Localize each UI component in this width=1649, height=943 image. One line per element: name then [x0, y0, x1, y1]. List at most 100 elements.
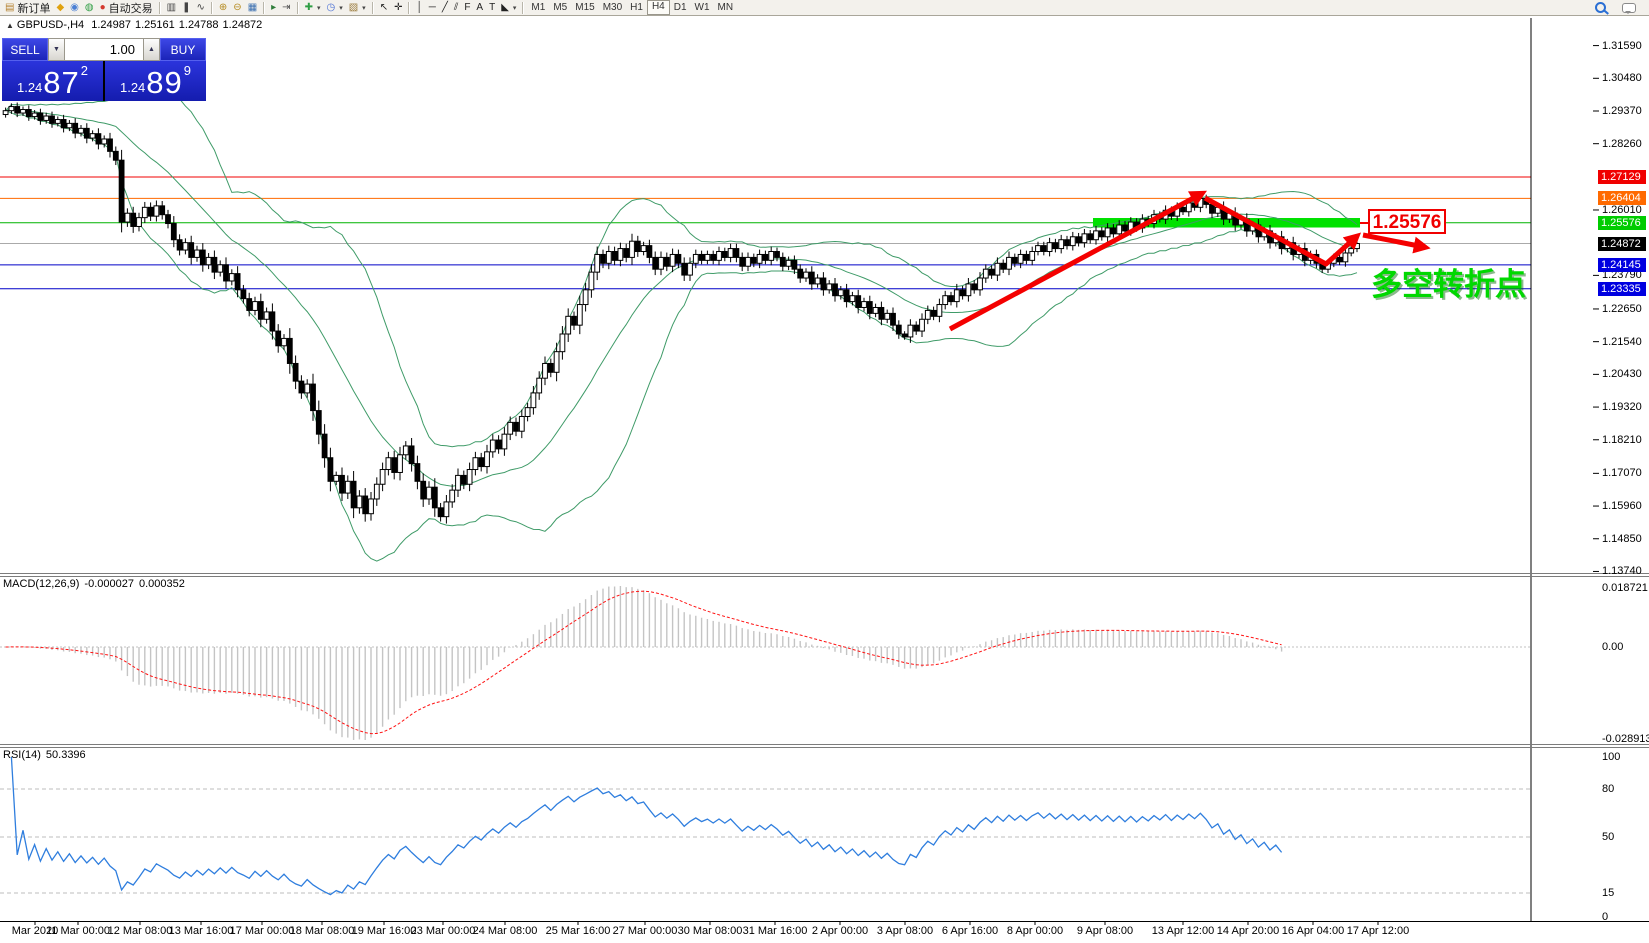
candlestick-chart-icon: ❚	[182, 1, 191, 13]
macd-axis-tick: 0.018721	[1602, 582, 1648, 594]
profile-icon: ◉	[70, 1, 79, 13]
channel-button[interactable]: ⫽	[451, 1, 461, 15]
price-axis-tick: 1.15960	[1602, 500, 1642, 513]
rsi-axis-tick: 100	[1602, 751, 1621, 763]
close-value: 1.24872	[222, 19, 263, 31]
cursor-button[interactable]: ↖	[377, 1, 391, 15]
price-axis-tick: 1.28260	[1602, 137, 1642, 150]
turning-point-annotation[interactable]: 多空转折点	[1371, 267, 1526, 302]
search-button[interactable]	[1592, 1, 1609, 15]
arrows-button[interactable]: ◣ ▾	[498, 1, 519, 15]
chart-shift-button[interactable]: ⇥	[279, 1, 293, 15]
rsi-curve	[10, 756, 1283, 896]
timeframe-mn-button[interactable]: MN	[717, 2, 734, 13]
arrows-icon: ◣	[501, 1, 509, 13]
buy-price-big: 89	[146, 65, 183, 100]
macd-name: MACD(12,26,9)	[3, 578, 80, 590]
timeframe-d1-button[interactable]: D1	[673, 2, 687, 13]
time-axis-label: 31 Mar 16:00	[742, 925, 808, 937]
timeframe-m5-button[interactable]: M5	[553, 2, 568, 13]
rsi-axis-tick: 15	[1602, 887, 1615, 899]
text-button[interactable]: A	[473, 1, 486, 15]
macd-histogram	[10, 586, 1283, 740]
volume-input[interactable]: 1.00	[65, 38, 143, 61]
periods-button[interactable]: ◷ ▾	[323, 1, 345, 15]
toolbar-separator	[263, 1, 266, 14]
price-level-tag[interactable]: 1.25576	[1598, 215, 1646, 230]
sell-price-button[interactable]: 1.24 87 2	[2, 61, 103, 101]
highlight-zone	[1093, 218, 1360, 228]
timeframe-m1-button[interactable]: M1	[531, 2, 546, 13]
volume-increase-button[interactable]: ▲	[143, 38, 160, 61]
price-level-tag[interactable]: 1.27129	[1598, 170, 1646, 184]
price-axis-tick: 1.31590	[1602, 39, 1642, 52]
price-axis-tick: 1.13740	[1602, 565, 1642, 578]
zoom-out-button[interactable]: ⊖	[230, 1, 244, 15]
profiles-button[interactable]: ◉	[67, 1, 82, 15]
crosshair-button[interactable]: ✛	[391, 1, 405, 15]
vline-button[interactable]: │	[413, 1, 425, 15]
bb-upper	[5, 72, 1358, 448]
timeframe-m15-button[interactable]: M15	[575, 2, 595, 13]
indicators-button[interactable]: ✚ ▾	[302, 1, 324, 15]
time-axis-label: 3 Apr 08:00	[876, 925, 934, 937]
price-level-tag[interactable]: 1.26404	[1598, 191, 1646, 206]
price-axis-tick: 1.17070	[1602, 467, 1642, 480]
fibonacci-button[interactable]: F	[461, 1, 473, 15]
hline-button[interactable]: ─	[426, 1, 439, 15]
auto-scroll-button[interactable]: ▸	[268, 1, 279, 15]
open-value: 1.24987	[91, 19, 131, 31]
bar-chart-button[interactable]: ▥	[164, 1, 179, 15]
price-level-tag[interactable]: 1.24872	[1598, 236, 1646, 251]
channel-icon: ⫽	[453, 1, 459, 13]
trendline-button[interactable]: ╱	[439, 1, 451, 15]
sell-button[interactable]: SELL	[2, 38, 48, 61]
auto-trading-button[interactable]: ● 自动交易	[97, 1, 156, 15]
bb-middle	[5, 108, 1358, 487]
time-axis-label: 8 Apr 00:00	[1006, 925, 1064, 937]
candlestick-chart-button[interactable]: ❚	[179, 1, 193, 15]
new-order-icon: ▤	[5, 1, 15, 13]
autotrading-icon: ●	[99, 1, 106, 13]
price-level-lines	[0, 176, 1531, 290]
time-axis-label: 27 Mar 00:00	[612, 925, 678, 937]
signal-button[interactable]: ◍	[82, 1, 97, 15]
cursor-icon: ↖	[379, 1, 389, 13]
new-order-button[interactable]: ▤ 新订单	[2, 1, 53, 15]
new-order-button-label: 新订单	[17, 2, 51, 15]
text-label-button[interactable]: T	[486, 1, 498, 15]
buy-button[interactable]: BUY	[160, 38, 206, 61]
zoom-in-button[interactable]: ⊕	[216, 1, 230, 15]
templates-button[interactable]: ▧ ▾	[346, 1, 369, 15]
support-zone-highlight	[1093, 218, 1360, 228]
tile-windows-button[interactable]: ▦	[245, 1, 260, 15]
chat-button[interactable]	[1619, 1, 1639, 15]
chat-icon	[1622, 2, 1636, 14]
one-click-trading-panel: SELL ▼ 1.00 ▲ BUY 1.24 87 2 1.24 89 9	[2, 38, 206, 101]
vertical-line-icon: │	[416, 1, 423, 13]
chart-canvas[interactable]	[0, 17, 1649, 943]
timeframe-m30-button[interactable]: M30	[602, 2, 623, 13]
rsi-label: RSI(14) 50.3396	[3, 749, 86, 761]
price-axis-tick: 1.23790	[1602, 269, 1642, 282]
buy-price-prefix: 1.24	[119, 80, 146, 95]
timeframe-h4-button[interactable]: H4	[646, 0, 670, 15]
volume-decrease-button[interactable]: ▼	[48, 38, 65, 61]
chart-title: ▲ GBPUSD-,H4 1.24987 1.25161 1.24788 1.24872	[6, 19, 266, 31]
price-axis-tick: 1.18210	[1602, 433, 1642, 446]
time-axis-label: 17 Mar 00:00	[229, 925, 295, 937]
rsi-grid	[0, 788, 1531, 894]
price-level-tag[interactable]: 1.24145	[1598, 257, 1646, 272]
symbol-period: GBPUSD-,H4	[16, 19, 85, 31]
price-level-tag[interactable]: 1.23335	[1598, 281, 1646, 296]
funnel-button[interactable]: ◆	[53, 1, 67, 15]
bb-lower	[5, 110, 1358, 562]
time-axis-label: 23 Mar 00:00	[410, 925, 476, 937]
timeframe-h1-button[interactable]: H1	[630, 2, 643, 13]
price-axis-tick: 1.22650	[1602, 302, 1642, 315]
time-axis-label: Mar 2020	[11, 925, 59, 937]
buy-price-button[interactable]: 1.24 89 9	[105, 61, 206, 101]
line-chart-button[interactable]: ∿	[194, 1, 208, 15]
price-annotation-label[interactable]: 1.25576	[1368, 209, 1446, 234]
timeframe-w1-button[interactable]: W1	[694, 2, 710, 13]
